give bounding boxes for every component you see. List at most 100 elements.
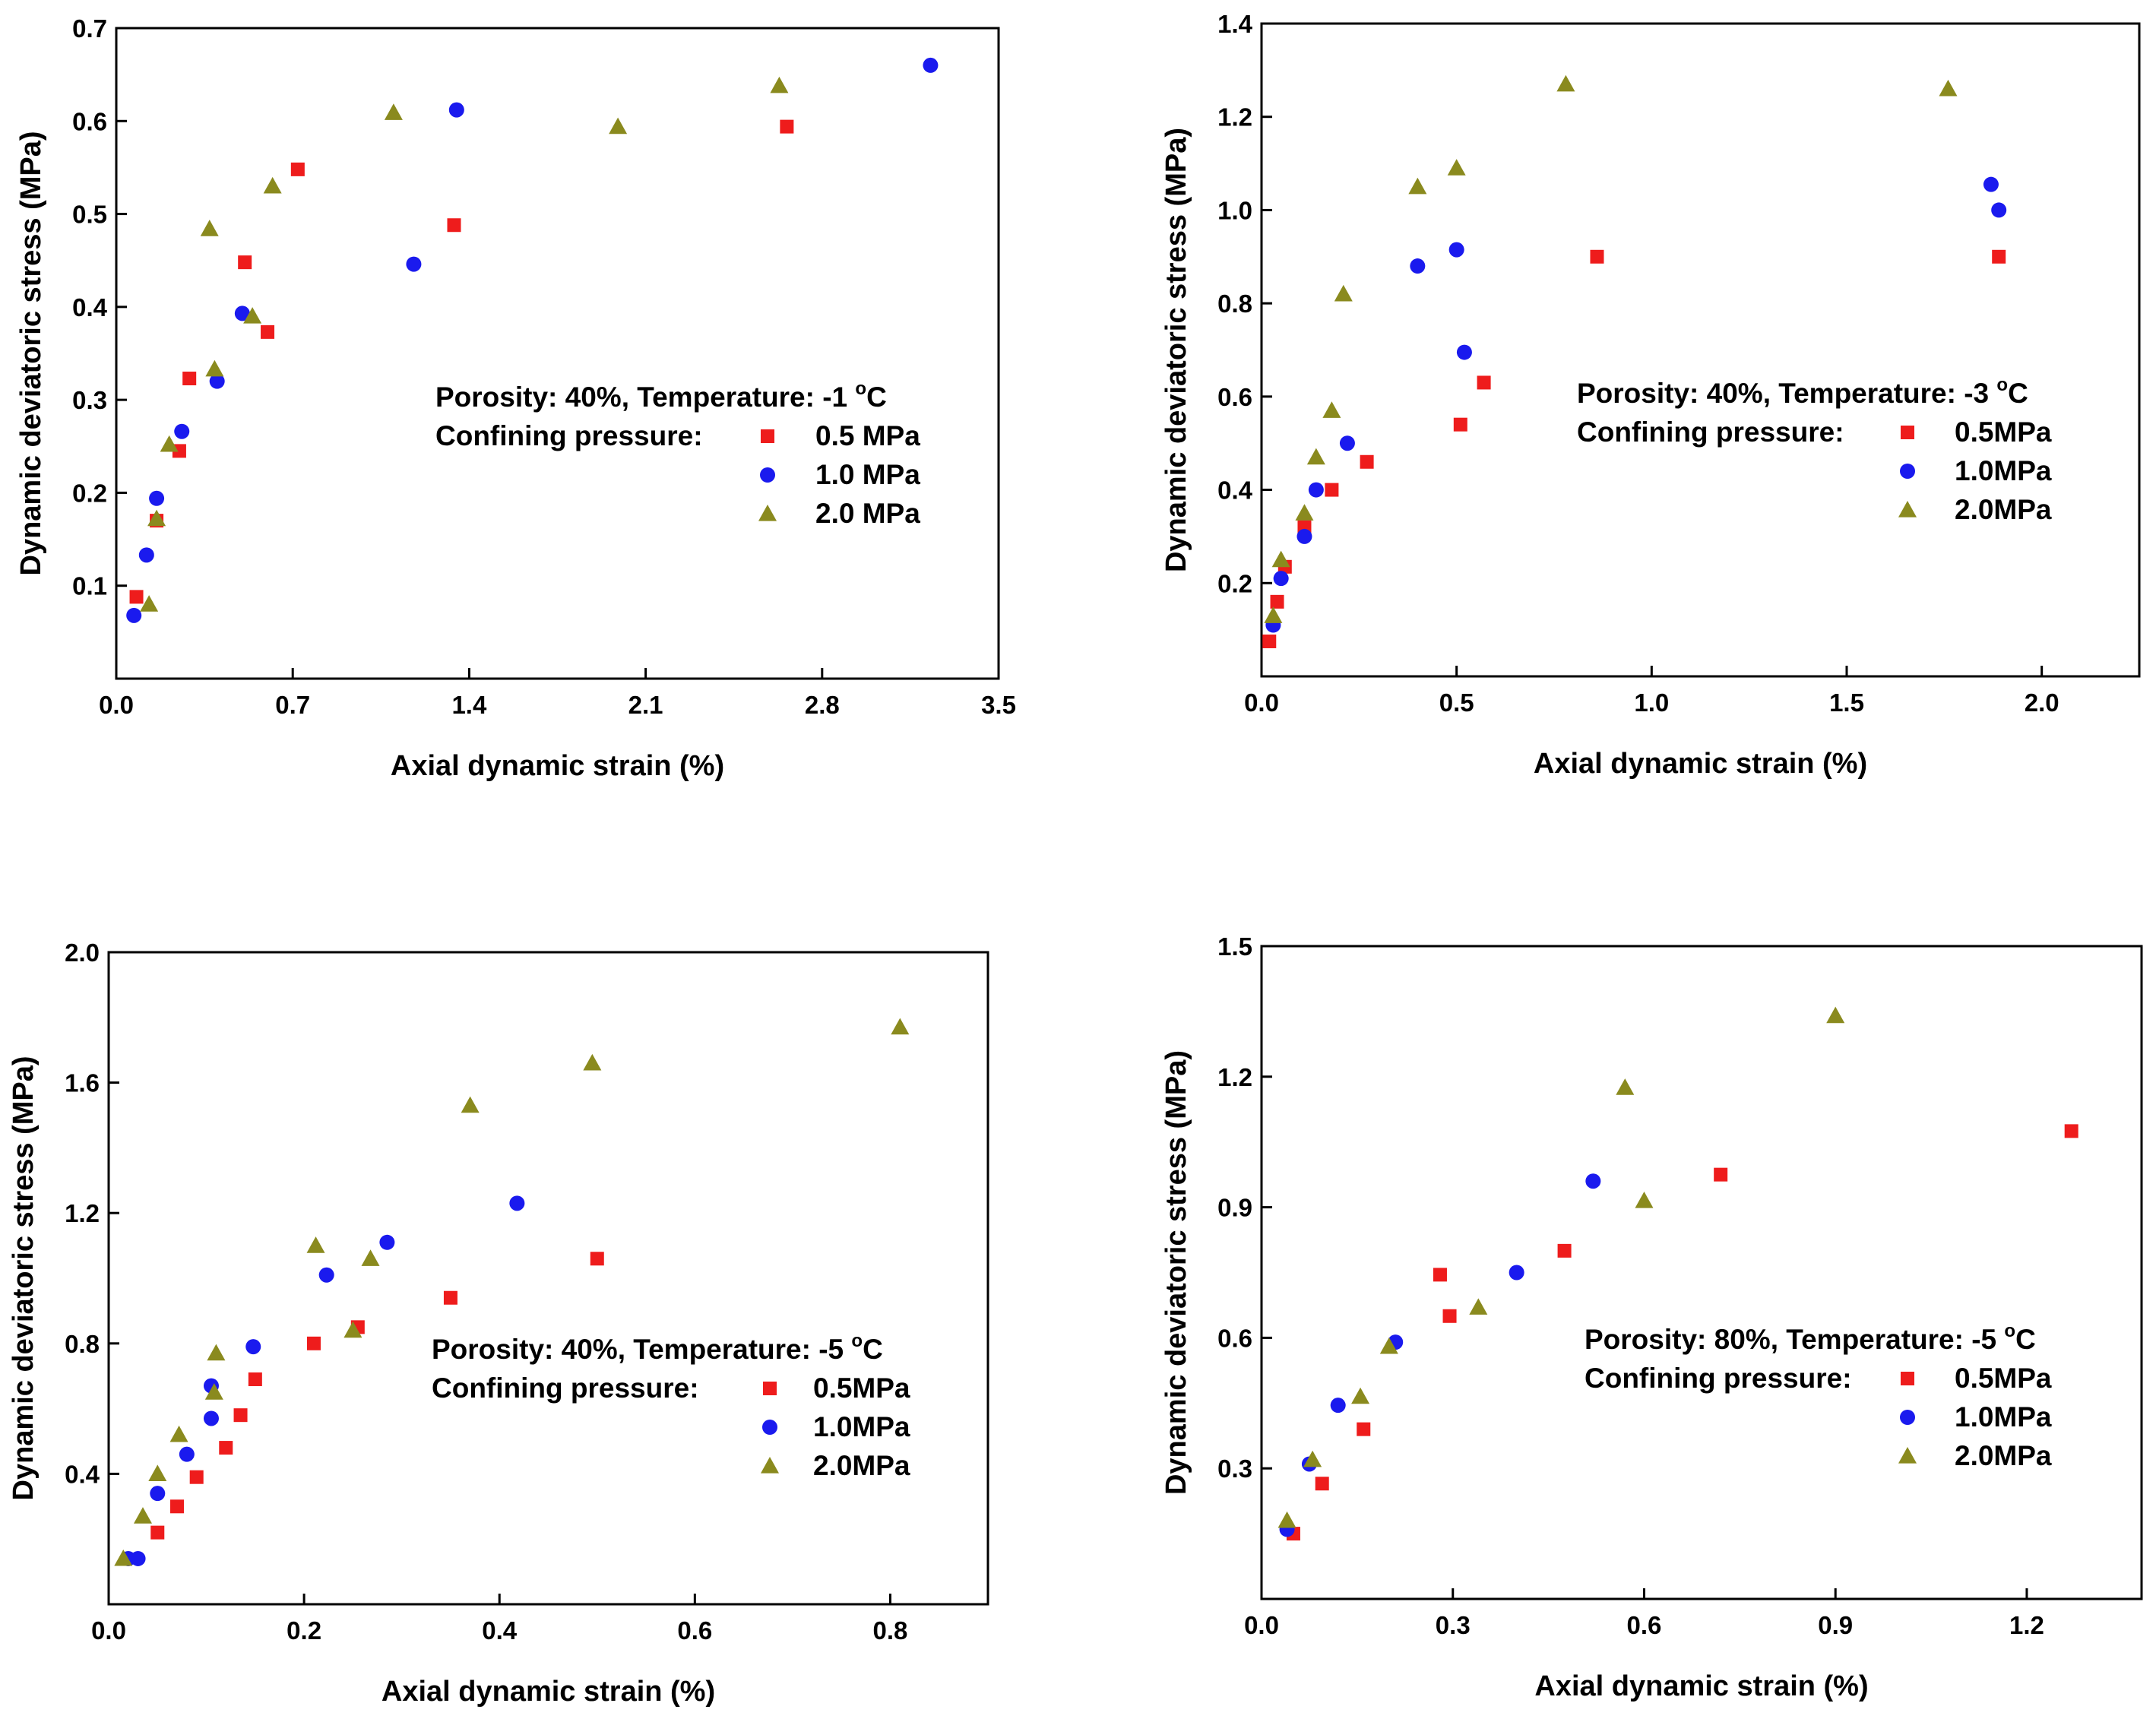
legend-marker [1898, 501, 1917, 518]
data-point [238, 255, 252, 270]
data-point [770, 76, 789, 93]
legend-degree-symbol: o [1996, 375, 2008, 395]
x-tick-label: 2.8 [805, 691, 840, 719]
x-tick-label: 0.0 [1244, 689, 1279, 717]
data-point [150, 1486, 166, 1502]
legend-label: 1.0 MPa [815, 459, 920, 490]
series-0.5mpa [150, 1252, 604, 1540]
data-point [1295, 504, 1314, 521]
data-point [233, 1408, 248, 1423]
data-point [1410, 258, 1426, 274]
data-point [306, 1336, 321, 1350]
y-tick-label: 0.4 [1217, 476, 1253, 505]
legend-label: 2.0MPa [1955, 494, 2052, 525]
legend-condition-text: Porosity: 40%, Temperature: -5 [432, 1334, 851, 1365]
data-point [1322, 401, 1341, 418]
y-tick-label: 1.2 [65, 1199, 100, 1227]
legend-unit: C [866, 381, 887, 413]
legend: Porosity: 80%, Temperature: -5 oC Confini… [1585, 1321, 2052, 1471]
x-tick-label: 0.7 [275, 691, 310, 719]
legend-header: Confining pressure: [1585, 1363, 1852, 1394]
data-point [1325, 483, 1339, 497]
y-tick-label: 0.5 [72, 201, 107, 229]
data-point [448, 102, 464, 118]
data-point [126, 607, 142, 623]
series-2.0mpa [114, 1018, 910, 1566]
legend-degree-symbol: o [2004, 1321, 2015, 1341]
y-tick-label: 0.6 [1217, 383, 1252, 411]
data-point [200, 220, 219, 236]
legend-condition: Porosity: 40%, Temperature: -5 oC [432, 1331, 883, 1365]
data-point [1992, 249, 2006, 264]
x-tick-label: 0.4 [482, 1616, 518, 1645]
x-tick-label: 2.0 [2025, 689, 2059, 717]
data-point [318, 1267, 334, 1283]
panel-2-plot-frame [1260, 22, 2141, 678]
y-tick-label: 0.2 [1217, 569, 1252, 597]
data-point [203, 1410, 219, 1426]
legend-label: 0.5MPa [813, 1372, 910, 1404]
legend-condition: Porosity: 40%, Temperature: -1 oC [435, 378, 887, 413]
y-tick-label: 0.3 [72, 386, 107, 414]
data-point [1509, 1265, 1524, 1281]
data-point [1351, 1387, 1370, 1404]
data-point [1469, 1298, 1488, 1315]
data-point [243, 307, 262, 324]
y-tick-label: 2.0 [65, 939, 100, 967]
y-axis-title: Dynamic deviatoric stress (MPa) [1160, 1050, 1192, 1495]
data-point [780, 119, 794, 134]
data-point [590, 1252, 604, 1266]
legend-condition-text: Porosity: 40%, Temperature: -1 [435, 381, 855, 413]
y-tick-label: 0.4 [65, 1460, 100, 1488]
legend-header: Confining pressure: [1577, 416, 1844, 448]
data-point [1308, 482, 1324, 498]
y-tick-label: 0.4 [72, 293, 108, 321]
x-tick-label: 2.1 [628, 691, 663, 719]
y-tick-label: 1.0 [1217, 196, 1252, 224]
legend-unit: C [863, 1334, 883, 1365]
x-tick-label: 1.0 [1634, 689, 1669, 717]
x-tick-label: 1.5 [1829, 689, 1864, 717]
y-tick-label: 0.7 [72, 14, 107, 43]
data-point [179, 1446, 195, 1462]
data-point [361, 1249, 380, 1266]
data-point [583, 1053, 602, 1071]
legend-label: 0.5 MPa [815, 420, 920, 451]
y-tick-label: 0.8 [1217, 290, 1252, 318]
data-point [509, 1195, 525, 1211]
panel-3: 0.0 0.2 0.4 0.6 0.8 0.4 0.8 1.2 1.6 2.0 Axial dyna… [8, 939, 989, 1708]
x-tick-label: 0.6 [1627, 1611, 1662, 1639]
legend-marker [758, 505, 777, 521]
data-point [1590, 249, 1604, 264]
legend: Porosity: 40%, Temperature: -5 oC Confini… [432, 1331, 910, 1481]
data-point [138, 547, 154, 563]
data-point [1442, 1309, 1457, 1323]
data-point [140, 595, 159, 612]
y-tick-label: 0.9 [1217, 1194, 1252, 1222]
data-point [219, 1441, 233, 1455]
legend-label: 2.0MPa [813, 1450, 910, 1481]
data-point [1379, 1337, 1398, 1354]
data-point [234, 305, 250, 321]
x-tick-label: 0.0 [91, 1616, 126, 1645]
data-point [263, 176, 282, 194]
data-point [1273, 571, 1289, 587]
x-tick-label: 0.3 [1436, 1611, 1471, 1639]
data-point [1616, 1078, 1635, 1095]
legend-marker [761, 429, 774, 443]
y-tick-label: 1.4 [1217, 10, 1253, 38]
y-tick-label: 1.2 [1217, 103, 1252, 131]
x-tick-label: 0.0 [99, 691, 134, 719]
legend-label: 0.5MPa [1955, 1363, 2052, 1394]
series-1.0mpa [126, 57, 939, 623]
legend-condition: Porosity: 40%, Temperature: -3 oC [1577, 375, 2028, 409]
data-point [150, 1525, 165, 1540]
panel-4: 0.0 0.3 0.6 0.9 1.2 0.3 0.6 0.9 1.2 1.5 Axial dyna… [1160, 932, 2143, 1702]
legend-condition-text: Porosity: 40%, Temperature: -3 [1577, 378, 1996, 409]
data-point [245, 1339, 261, 1355]
data-point [209, 373, 225, 389]
x-tick-label: 1.2 [2009, 1611, 2044, 1639]
data-point [384, 103, 403, 120]
data-point [1991, 202, 2007, 218]
